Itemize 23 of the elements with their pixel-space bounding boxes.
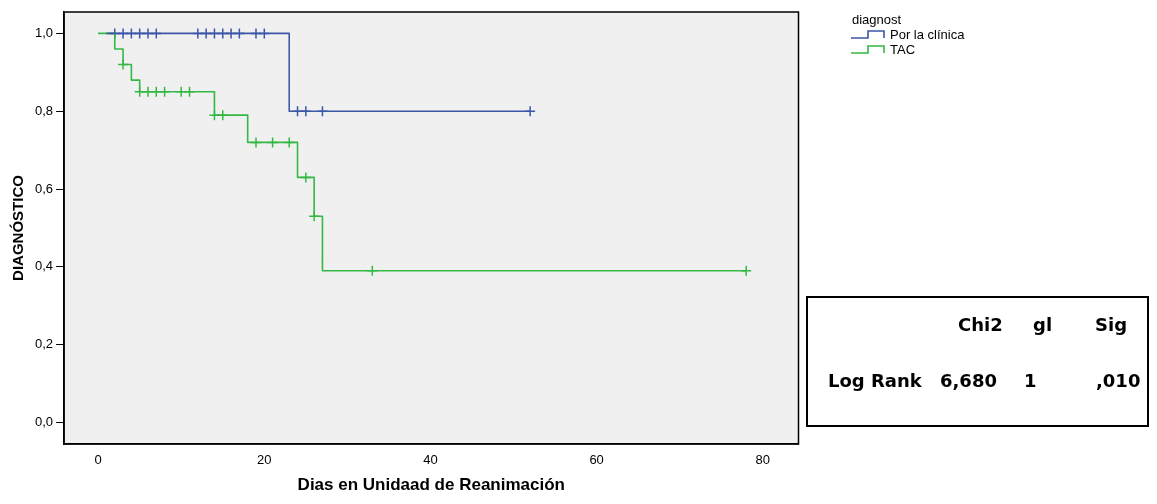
text: Sig [1095, 314, 1128, 335]
y-axis-title: DIAGNÓSTICO [9, 174, 27, 281]
text: gl [1033, 314, 1053, 335]
y-tick-label: 0,2 [34, 336, 54, 352]
x-tick-label: 80 [755, 452, 771, 468]
x-tick-label: 60 [589, 452, 604, 468]
legend-label: Por la clínica [890, 27, 965, 42]
x-tick-label: 0 [94, 452, 102, 468]
text: 6,680 [940, 370, 997, 391]
x-axis-title: Dias en Unidaad de Reanimación [297, 475, 565, 495]
text: 1 [1024, 370, 1037, 391]
legend-title: diagnost [852, 12, 903, 27]
legend-label: TAC [890, 42, 916, 57]
text: Chi2 [958, 314, 1003, 335]
text: Log Rank [828, 370, 922, 391]
y-tick-label: 0,0 [34, 414, 54, 430]
text: ,010 [1096, 370, 1141, 391]
y-tick-label: 1,0 [34, 24, 54, 40]
x-tick-label: 20 [257, 452, 272, 468]
y-tick-label: 0,8 [34, 102, 54, 118]
y-tick-label: 0,4 [34, 258, 54, 274]
x-tick-label: 40 [423, 452, 438, 468]
y-tick-label: 0,6 [34, 180, 54, 196]
